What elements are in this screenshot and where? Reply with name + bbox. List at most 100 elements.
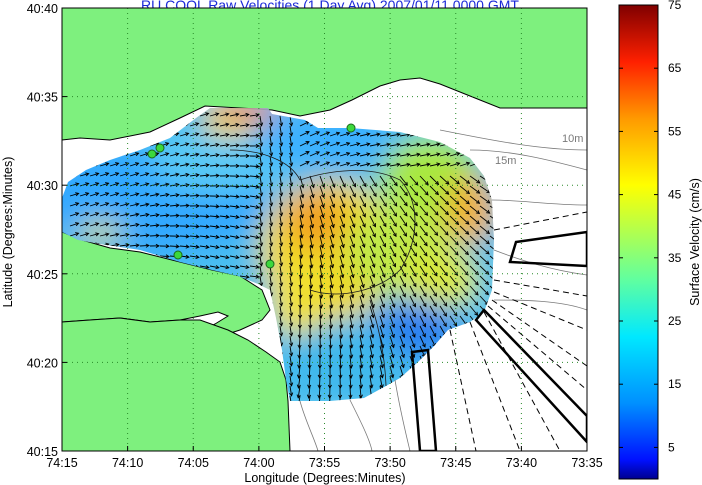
velocity-arrow [429,175,439,185]
velocity-arrow [308,365,311,379]
velocity-arrow [339,285,343,298]
velocity-arrow-head [289,202,294,207]
velocity-arrow-head [349,324,354,329]
x-tick-label: 74:10 [112,456,143,470]
radar-site-5 [265,259,275,269]
velocity-arrow-head [433,292,437,297]
velocity-arrow [159,255,170,257]
velocity-arrow-head [402,273,407,278]
velocity-arrow [429,325,437,337]
velocity-arrow [189,255,199,258]
velocity-arrow [419,325,426,337]
velocity-arrow-head [75,232,80,237]
velocity-arrow-head [225,122,230,127]
velocity-arrow-head [414,191,419,196]
velocity-arrow-head [372,213,377,218]
velocity-arrow-head [145,182,150,187]
velocity-arrow [429,315,437,327]
velocity-arrow-head [195,234,200,239]
velocity-arrow-head [390,374,395,379]
velocity-arrow-head [393,222,397,228]
velocity-arrow [259,135,263,146]
velocity-arrow [319,151,330,157]
velocity-arrow-head [205,204,210,209]
velocity-arrow [259,195,263,206]
velocity-arrow [219,235,229,238]
velocity-arrow [189,163,199,167]
velocity-arrow-head [205,193,210,198]
velocity-arrow-head [195,122,200,127]
velocity-arrow [389,175,398,186]
velocity-arrow [269,135,273,146]
velocity-arrow [289,235,293,246]
y-tick-label: 40:30 [27,179,58,193]
velocity-arrow-head [245,153,250,158]
velocity-arrow-head [356,152,361,157]
velocity-arrow [289,145,293,156]
velocity-arrow [189,143,199,147]
velocity-arrow [129,213,139,217]
velocity-arrow-head [444,231,449,236]
velocity-arrow [249,245,259,249]
velocity-arrow [359,285,364,298]
velocity-arrow [309,285,312,298]
velocity-arrow [399,345,405,358]
velocity-arrow [289,265,293,276]
velocity-arrow-head [320,203,325,209]
velocity-arrow [439,195,449,205]
velocity-arrow-head [352,193,356,198]
velocity-arrow [159,204,169,207]
velocity-arrow-head [115,172,120,177]
velocity-arrow-head [115,182,120,187]
velocity-arrow [269,195,273,206]
velocity-arrow [389,285,396,298]
velocity-arrow [69,232,79,237]
velocity-arrow-head [135,182,140,187]
velocity-arrow [319,265,323,278]
velocity-arrow-head [215,234,220,239]
velocity-arrow-head [215,194,220,199]
velocity-arrow [329,245,334,258]
velocity-arrow [349,365,352,378]
velocity-arrow-head [331,193,336,199]
velocity-arrow-head [350,263,355,269]
velocity-arrow [149,142,159,147]
velocity-arrow [389,235,397,247]
velocity-arrow-head [165,162,170,167]
velocity-arrow [469,185,480,194]
velocity-arrow [419,245,428,257]
velocity-arrow [219,245,229,249]
velocity-arrow [289,355,293,366]
velocity-arrow-head [372,233,376,238]
velocity-arrow-head [259,132,264,137]
y-tick-label: 40:20 [27,356,58,370]
velocity-arrow [479,285,489,295]
velocity-arrow-head [463,312,468,317]
velocity-arrow [359,335,363,348]
velocity-arrow-head [393,192,398,197]
velocity-arrow-head [485,219,491,224]
velocity-arrow-head [205,214,210,219]
velocity-arrow [459,185,470,194]
velocity-arrow-head [269,132,274,137]
velocity-arrow [99,192,109,197]
velocity-arrow-head [85,232,90,237]
velocity-arrow [479,195,491,204]
velocity-arrow-head [486,209,491,214]
velocity-arrow-head [205,142,210,147]
velocity-arrow-head [362,203,366,208]
velocity-arrow [389,133,400,137]
velocity-arrow [229,144,239,147]
velocity-arrow [369,375,373,388]
velocity-arrow-head [443,282,448,287]
velocity-arrow [239,195,249,198]
velocity-arrow [429,255,438,266]
velocity-arrow-head [279,202,284,207]
velocity-arrow [349,325,353,338]
velocity-arrow-head [215,244,220,250]
velocity-arrow-head [115,222,120,227]
velocity-arrow-head [315,141,321,146]
velocity-arrow-head [255,133,260,138]
velocity-arrow-head [205,163,210,168]
velocity-arrow-head [259,222,264,227]
